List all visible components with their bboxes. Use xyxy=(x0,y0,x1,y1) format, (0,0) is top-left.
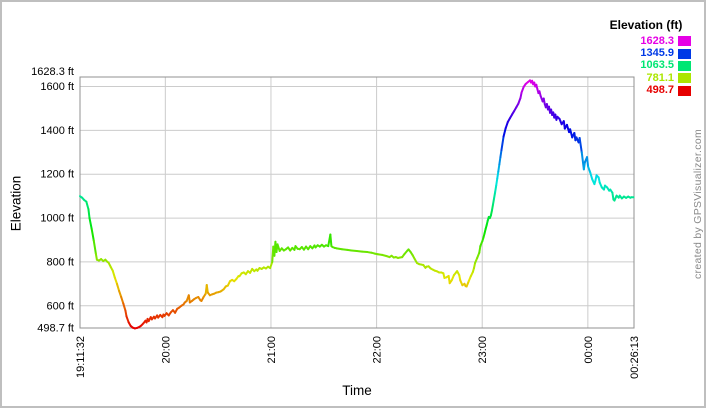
credit-text: created by GPSVisualizer.com xyxy=(692,128,704,280)
x-tick-label: 21:00 xyxy=(266,336,278,364)
elevation-line-segment xyxy=(187,294,191,304)
y-tick-label: 1628.3 ft xyxy=(31,66,74,78)
y-tick-label: 600 ft xyxy=(46,300,74,312)
elevation-line-segment xyxy=(497,163,501,173)
elevation-line-segment xyxy=(490,203,495,212)
elevation-line-segment xyxy=(94,252,98,261)
y-tick-label: 498.7 ft xyxy=(37,322,74,334)
plot-border xyxy=(79,76,635,329)
legend-item: 1628.3 xyxy=(601,35,691,47)
elevation-line-segment xyxy=(111,269,116,279)
legend-swatch xyxy=(678,36,691,47)
legend-swatch xyxy=(678,48,691,59)
elevation-line-segment xyxy=(118,289,123,299)
elevation-line-segment xyxy=(125,315,130,324)
y-tick-label: 800 ft xyxy=(46,256,74,268)
x-tick-label: 23:00 xyxy=(477,336,489,364)
legend-value: 1345.9 xyxy=(640,47,674,60)
elevation-line-segment xyxy=(589,171,594,181)
elevation-line-segment xyxy=(122,302,127,312)
legend-swatch xyxy=(678,85,691,96)
y-tick-label: 1600 ft xyxy=(40,81,74,93)
elevation-line-segment xyxy=(115,282,121,292)
legend-swatch xyxy=(678,73,691,84)
elevation-line-segment xyxy=(496,170,500,180)
elevation-line-segment xyxy=(587,165,592,174)
elevation-line-segment xyxy=(586,156,590,168)
legend-value: 1063.5 xyxy=(640,59,674,72)
legend-items: 1628.3 1345.9 1063.5 781.1 498.7 xyxy=(601,35,691,97)
y-tick-label: 1000 ft xyxy=(40,213,74,225)
elevation-line-segment xyxy=(269,260,274,270)
elevation-line-segment xyxy=(478,245,482,254)
x-tick-label: 00:26:13 xyxy=(629,336,641,379)
legend-value: 498.7 xyxy=(646,84,674,97)
elevation-line-segment xyxy=(500,135,505,152)
legend: Elevation (ft) 1628.3 1345.9 1063.5 781.1 49… xyxy=(601,18,691,97)
legend-item: 1063.5 xyxy=(601,60,691,72)
elevation-line-segment xyxy=(492,197,496,206)
elevation-line-segment xyxy=(498,156,502,166)
x-tick-label: 00:00 xyxy=(583,336,595,364)
legend-value: 1628.3 xyxy=(640,34,674,47)
elevation-line-segment xyxy=(113,276,118,285)
elevation-line-segment xyxy=(329,233,333,248)
elevation-line-segment xyxy=(582,161,586,171)
legend-swatch xyxy=(678,60,691,71)
elevation-line-segment xyxy=(88,217,93,230)
elevation-line-segment xyxy=(90,227,95,242)
elevation-line-segment xyxy=(499,149,503,159)
y-tick-label: 1400 ft xyxy=(40,125,74,137)
elevation-line-segment xyxy=(205,283,209,294)
legend-item: 781.1 xyxy=(601,72,691,84)
elevation-line-segment xyxy=(494,184,498,194)
x-axis-title: Time xyxy=(342,383,372,398)
y-tick-label: 1200 ft xyxy=(40,169,74,181)
y-axis-title: Elevation xyxy=(8,175,24,232)
elevation-line-segment xyxy=(611,191,615,201)
elevation-line-segment xyxy=(520,85,525,94)
elevation-line-segment xyxy=(87,208,91,220)
x-tick-label: 19:11:32 xyxy=(75,336,87,378)
x-tick-label: 20:00 xyxy=(160,336,172,364)
elevation-line-segment xyxy=(85,200,90,211)
legend-title: Elevation (ft) xyxy=(609,18,683,32)
elevation-line-segment xyxy=(120,296,125,305)
elevation-line-segment xyxy=(495,177,499,187)
legend-item: 498.7 xyxy=(601,85,691,97)
elevation-line-segment xyxy=(504,121,509,130)
legend-value: 781.1 xyxy=(646,71,674,84)
legend-item: 1345.9 xyxy=(601,47,691,59)
elevation-line-segment xyxy=(92,239,97,255)
elevation-line-segment xyxy=(578,137,583,154)
x-tick-label: 22:00 xyxy=(372,336,384,364)
elevation-line-segment xyxy=(502,127,507,138)
elevation-line-segment xyxy=(493,191,497,200)
elevation-line-segment xyxy=(517,96,522,105)
